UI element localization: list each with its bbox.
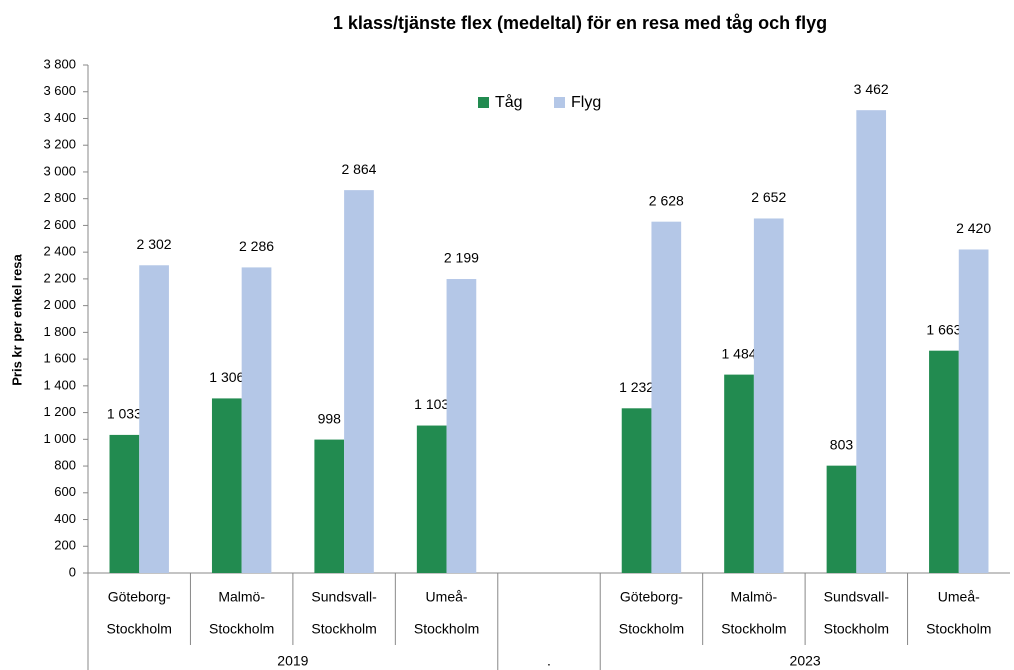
- bar: [958, 249, 989, 574]
- x-tick-label: Göteborg-: [620, 589, 683, 605]
- y-tick-label: 400: [54, 511, 76, 526]
- value-label: 2 652: [751, 189, 786, 205]
- y-tick-label: 200: [54, 538, 76, 553]
- bar: [753, 218, 784, 573]
- x-tick-label: Stockholm: [209, 621, 274, 637]
- y-tick-label: 2 800: [43, 190, 76, 205]
- bar: [621, 408, 652, 573]
- legend-label: Tåg: [495, 93, 523, 111]
- y-tick-label: 0: [69, 564, 76, 579]
- bar: [139, 265, 169, 573]
- x-tick-label: Sundsvall-: [824, 589, 890, 605]
- x-tick-label: Malmö-: [731, 589, 778, 605]
- y-tick-label: 600: [54, 484, 76, 499]
- value-label: 2 628: [649, 192, 684, 208]
- bar: [109, 434, 140, 573]
- value-label: 1 103: [414, 396, 449, 412]
- group-label: 2023: [790, 653, 821, 669]
- y-tick-label: 3 000: [43, 163, 76, 178]
- value-label: 2 302: [137, 236, 172, 252]
- group-label: .: [547, 653, 551, 669]
- y-tick-label: 2 400: [43, 244, 76, 259]
- value-label: 1 663: [926, 321, 961, 337]
- value-label: 2 864: [341, 161, 376, 177]
- value-label: 2 420: [956, 220, 991, 236]
- x-tick-label: Umeå-: [426, 589, 468, 605]
- value-label: 3 462: [854, 81, 889, 97]
- x-tick-label: Malmö-: [218, 589, 265, 605]
- value-label: 2 199: [444, 250, 479, 266]
- x-tick-label: Stockholm: [721, 621, 786, 637]
- y-tick-label: 3 800: [43, 56, 76, 71]
- y-tick-label: 2 600: [43, 217, 76, 232]
- x-tick-label: Sundsvall-: [311, 589, 377, 605]
- legend-label: Flyg: [571, 94, 601, 111]
- bar: [446, 279, 477, 573]
- chart-title: 1 klass/tjänste flex (medeltal) för en r…: [333, 13, 827, 33]
- legend-swatch: [478, 97, 489, 108]
- value-label: 1 232: [619, 379, 654, 395]
- x-tick-label: Stockholm: [619, 621, 684, 637]
- x-tick-label: Stockholm: [311, 621, 376, 637]
- x-tick-label: Stockholm: [824, 621, 889, 637]
- value-label: 1 033: [107, 406, 142, 422]
- y-axis-label: Pris kr per enkel resa: [9, 253, 24, 385]
- bar: [314, 439, 345, 573]
- y-tick-label: 3 400: [43, 110, 76, 125]
- value-label: 803: [830, 436, 854, 452]
- bar: [344, 190, 374, 573]
- bar: [826, 465, 857, 573]
- y-tick-label: 1 800: [43, 324, 76, 339]
- group-label: 2019: [277, 653, 308, 669]
- value-label: 2 286: [239, 238, 274, 254]
- bar: [651, 221, 682, 573]
- bar: [241, 267, 272, 573]
- bar: [724, 374, 754, 573]
- bar: [416, 425, 447, 573]
- y-tick-label: 1 200: [43, 404, 76, 419]
- bar: [929, 350, 959, 573]
- x-tick-label: Stockholm: [107, 621, 172, 637]
- x-tick-label: Stockholm: [414, 621, 479, 637]
- legend-swatch: [554, 97, 565, 108]
- y-tick-label: 3 200: [43, 137, 76, 152]
- y-tick-label: 2 000: [43, 297, 76, 312]
- y-tick-label: 1 600: [43, 351, 76, 366]
- value-label: 998: [318, 410, 342, 426]
- x-tick-label: Umeå-: [938, 589, 980, 605]
- y-tick-label: 1 000: [43, 431, 76, 446]
- x-tick-label: Göteborg-: [108, 589, 171, 605]
- y-tick-label: 800: [54, 457, 76, 472]
- value-label: 1 306: [209, 369, 244, 385]
- x-tick-label: Stockholm: [926, 621, 991, 637]
- bar: [856, 110, 887, 573]
- y-tick-label: 2 200: [43, 270, 76, 285]
- y-tick-label: 3 600: [43, 83, 76, 98]
- bar: [211, 398, 242, 573]
- value-label: 1 484: [722, 345, 757, 361]
- y-tick-label: 1 400: [43, 377, 76, 392]
